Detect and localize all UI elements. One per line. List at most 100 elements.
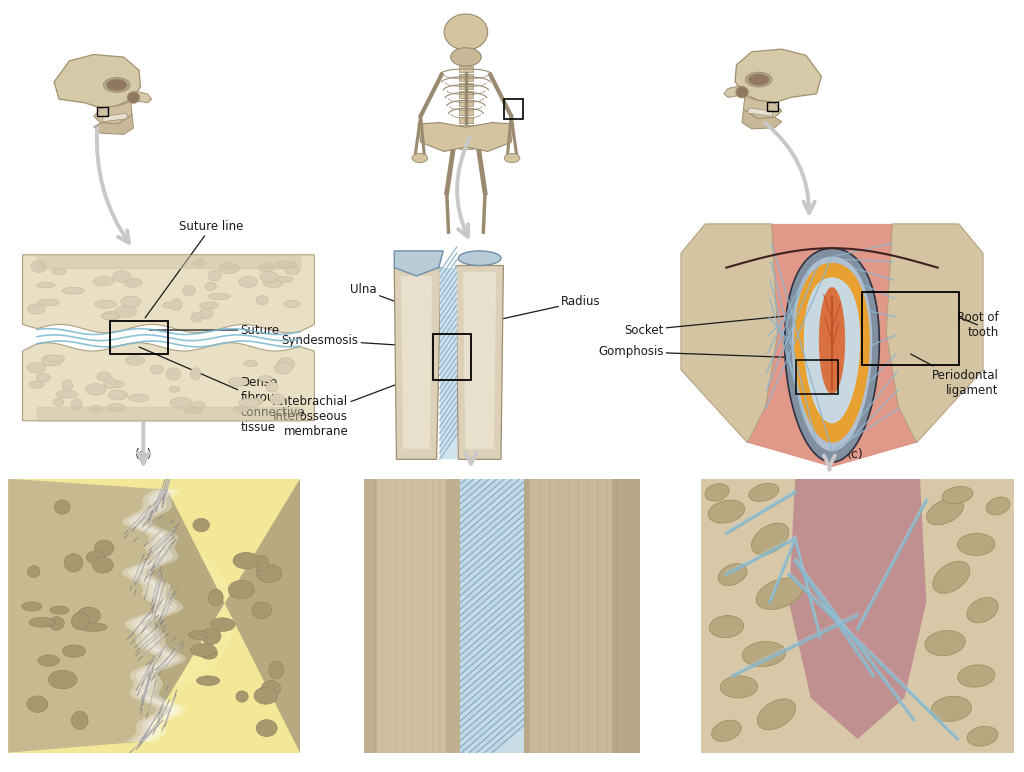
Ellipse shape	[202, 628, 221, 645]
Ellipse shape	[28, 566, 40, 577]
Bar	[796, 360, 838, 394]
Text: Dense
fibrous
connective
tissue: Dense fibrous connective tissue	[139, 347, 305, 434]
Ellipse shape	[239, 398, 260, 408]
Ellipse shape	[170, 398, 193, 408]
Ellipse shape	[205, 283, 216, 290]
Ellipse shape	[52, 268, 66, 275]
Ellipse shape	[86, 551, 105, 564]
Polygon shape	[401, 276, 432, 449]
Ellipse shape	[228, 581, 254, 599]
Ellipse shape	[151, 365, 163, 374]
Polygon shape	[681, 224, 777, 443]
Ellipse shape	[263, 279, 284, 287]
Ellipse shape	[109, 381, 124, 388]
Ellipse shape	[244, 361, 258, 367]
Bar	[461, 479, 524, 753]
Polygon shape	[748, 108, 773, 117]
Ellipse shape	[931, 696, 972, 721]
Ellipse shape	[50, 606, 69, 615]
Ellipse shape	[274, 363, 292, 374]
Ellipse shape	[269, 394, 285, 405]
Ellipse shape	[986, 497, 1010, 515]
Ellipse shape	[258, 262, 274, 272]
Ellipse shape	[756, 578, 803, 609]
Bar	[377, 479, 446, 753]
Polygon shape	[102, 113, 128, 122]
Ellipse shape	[94, 540, 114, 557]
Polygon shape	[134, 489, 186, 742]
Ellipse shape	[228, 378, 248, 386]
Ellipse shape	[97, 372, 111, 381]
Polygon shape	[394, 251, 443, 276]
Bar	[459, 117, 473, 124]
Text: Root of
tooth: Root of tooth	[956, 311, 998, 339]
Ellipse shape	[100, 313, 119, 320]
Ellipse shape	[38, 655, 59, 666]
Ellipse shape	[89, 405, 102, 412]
Ellipse shape	[128, 394, 148, 402]
Bar	[459, 100, 473, 107]
Polygon shape	[418, 123, 514, 151]
Ellipse shape	[22, 602, 42, 611]
Ellipse shape	[56, 391, 78, 398]
Ellipse shape	[127, 92, 139, 103]
Ellipse shape	[209, 293, 230, 300]
Polygon shape	[681, 224, 983, 467]
Text: Suture line: Suture line	[145, 220, 244, 318]
Ellipse shape	[106, 80, 127, 91]
Ellipse shape	[113, 271, 131, 282]
Text: Syndesmosis: Syndesmosis	[282, 334, 444, 348]
Ellipse shape	[710, 615, 743, 638]
Ellipse shape	[201, 307, 213, 319]
Ellipse shape	[37, 283, 55, 288]
Polygon shape	[94, 102, 132, 124]
Bar	[110, 321, 168, 354]
Polygon shape	[456, 266, 504, 459]
Text: (b): (b)	[462, 448, 480, 461]
Ellipse shape	[115, 306, 137, 317]
Text: (a): (a)	[134, 448, 153, 461]
Ellipse shape	[925, 631, 966, 655]
Ellipse shape	[942, 486, 973, 503]
Ellipse shape	[125, 356, 144, 365]
Ellipse shape	[102, 311, 120, 320]
Polygon shape	[128, 489, 180, 742]
Polygon shape	[439, 268, 457, 459]
Ellipse shape	[121, 296, 141, 307]
Ellipse shape	[94, 300, 117, 308]
Polygon shape	[23, 343, 314, 421]
Ellipse shape	[31, 260, 47, 273]
Ellipse shape	[233, 406, 248, 412]
Ellipse shape	[451, 48, 481, 66]
Ellipse shape	[193, 518, 210, 532]
Polygon shape	[788, 479, 927, 739]
Ellipse shape	[258, 376, 272, 381]
Ellipse shape	[29, 381, 44, 388]
Text: Radius: Radius	[479, 295, 601, 324]
Ellipse shape	[718, 564, 748, 585]
Bar	[767, 102, 778, 111]
Ellipse shape	[261, 681, 281, 696]
Ellipse shape	[201, 648, 217, 659]
Ellipse shape	[236, 691, 248, 703]
Bar	[459, 125, 473, 132]
Polygon shape	[804, 277, 860, 423]
Ellipse shape	[36, 374, 50, 382]
Ellipse shape	[197, 676, 220, 686]
Ellipse shape	[444, 14, 487, 50]
Ellipse shape	[184, 407, 202, 414]
Ellipse shape	[275, 261, 297, 269]
Ellipse shape	[92, 557, 114, 573]
Ellipse shape	[705, 483, 729, 501]
Ellipse shape	[106, 404, 126, 411]
Ellipse shape	[720, 676, 758, 698]
Ellipse shape	[736, 86, 749, 98]
Polygon shape	[394, 268, 441, 459]
Ellipse shape	[124, 278, 142, 287]
Ellipse shape	[93, 276, 114, 286]
Ellipse shape	[266, 381, 278, 392]
Polygon shape	[8, 479, 171, 753]
Bar	[433, 334, 471, 380]
Polygon shape	[122, 489, 174, 742]
Ellipse shape	[745, 73, 772, 87]
